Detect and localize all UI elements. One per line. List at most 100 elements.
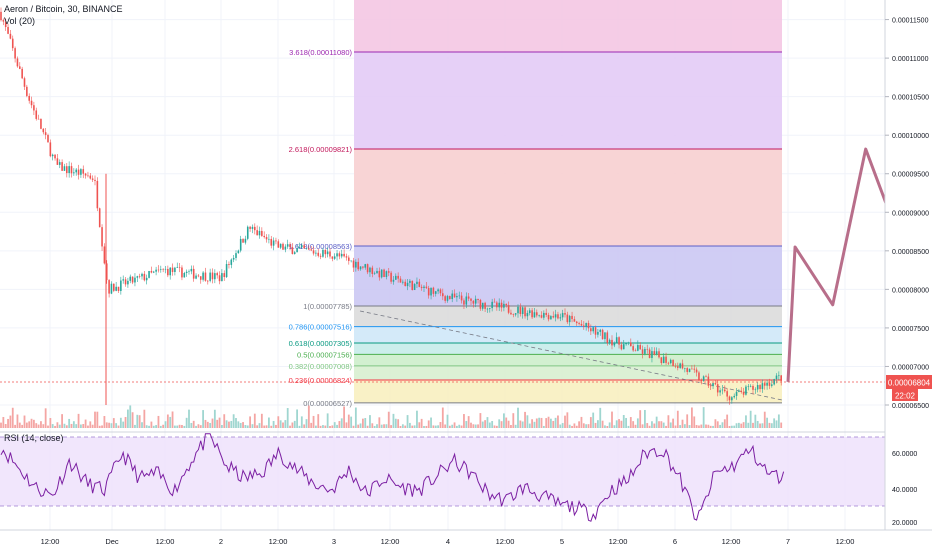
volume-bar [655,416,658,428]
candle-body [705,376,707,377]
volume-bar [397,419,400,428]
volume-bar [401,424,404,428]
volume-bar [345,422,348,428]
candle-body [23,78,26,87]
volume-bar [672,418,674,428]
candle-body [615,337,618,343]
volume-bar [188,409,190,428]
candle-body [608,339,611,343]
candle-body [613,342,616,346]
time-axis[interactable] [0,530,932,550]
candle-body [721,389,724,391]
volume-bar [383,424,385,428]
candle-body [89,175,92,179]
volume-bar [122,421,125,428]
volume-bar [618,419,620,428]
volume-bar [40,421,42,428]
volume-bar [51,424,54,428]
candle-body [26,86,28,96]
candle-body [152,271,155,273]
candlestick-series[interactable] [0,7,782,405]
volume-bar [145,425,148,428]
volume-bar [752,422,754,428]
candle-body [430,287,432,296]
volume-bar [749,410,752,428]
candle-body [402,281,404,283]
candle-body [735,391,738,396]
candle-body [442,293,444,297]
volume-bar [420,418,423,428]
volume-bar [218,417,221,428]
volume-bar [726,414,729,428]
volume-bar [608,422,611,428]
volume-bar [406,415,409,428]
candle-body [359,266,362,270]
candle-body [500,302,503,308]
candle-body [716,384,719,393]
volume-bar [277,416,280,428]
candle-body [545,312,547,315]
volume-bar [223,414,226,428]
fib-trend-line[interactable] [359,310,783,401]
candle-body [148,270,150,278]
volume-bar [418,422,421,428]
candle-body [559,317,562,319]
candle-body [531,310,533,318]
candle-body [204,272,207,281]
volume-bar [369,415,371,428]
volume-bar [54,425,56,428]
volume-bar [498,419,501,428]
volume-bar [138,415,141,428]
volume-bar [298,425,301,428]
volume-bar [448,425,451,428]
volume-bar [319,425,322,428]
candle-body [87,175,89,177]
candle-body [385,271,388,277]
volume-bar [232,414,235,428]
volume-bar [185,417,188,428]
volume-bar [416,410,418,428]
volume-bar [279,420,282,428]
candle-body [303,245,305,249]
candle-body [312,250,315,254]
candle-body [14,48,16,59]
fib-zone [354,342,782,355]
volume-bar [458,424,461,428]
volume-bar [444,424,447,428]
candle-body [176,267,179,268]
time-axis-label: 12:00 [156,537,175,546]
volume-bar [780,422,783,428]
volume-bar [653,423,656,428]
volume-indicator-label[interactable]: Vol (20) [4,16,35,26]
volume-bar [665,425,667,428]
volume-bar [268,417,270,428]
candle-body [460,295,463,301]
volume-bar [378,417,381,428]
price-axis[interactable] [885,0,932,530]
volume-bar [526,415,529,428]
volume-bar [96,411,99,428]
candle-body [308,248,310,250]
rsi-indicator-label[interactable]: RSI (14, close) [4,433,64,443]
volume-bar [7,418,9,428]
candle-body [618,337,620,345]
volume-bar [542,425,545,428]
volume-bar [712,425,714,428]
candle-body [575,321,578,324]
volume-bar [228,421,230,428]
symbol-title[interactable]: Aeron / Bitcoin, 30, BINANCE [4,4,123,14]
volume-bar [134,424,136,428]
fib-level-label: 1.618(0.00008563) [289,242,353,251]
candle-body [244,238,247,243]
candle-body [333,256,336,259]
time-axis-labels: 12:00 Dec 12:00 2 12:00 3 12:00 4 12:00 5 12:00 6 12… [41,537,855,546]
volume-bar [641,424,644,428]
candle-body [305,248,308,249]
volume-bar [674,425,677,428]
volume-bar [159,425,162,428]
time-axis-label: 12:00 [41,537,60,546]
volume-bar [738,422,740,428]
volume-bar [75,424,78,428]
volume-bar [258,423,261,428]
